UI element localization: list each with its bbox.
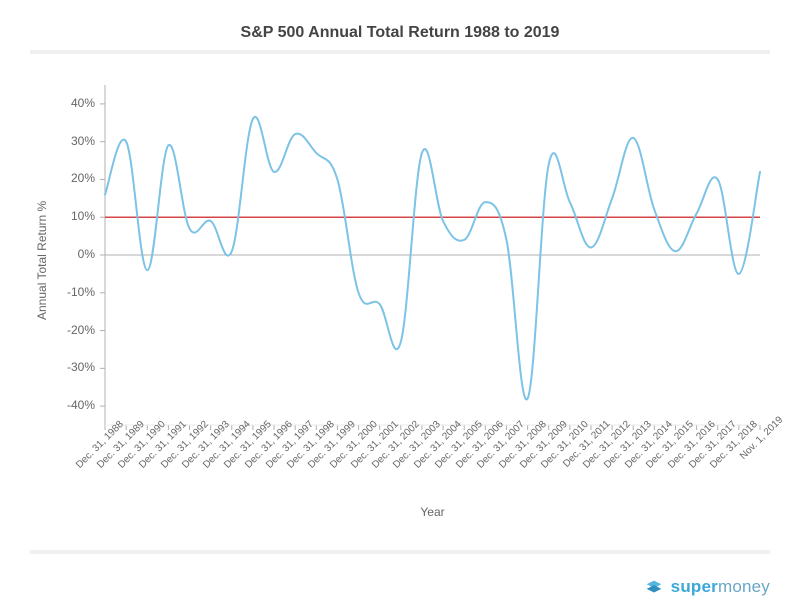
y-tick-label: 10%	[55, 209, 95, 223]
y-tick-label: 0%	[55, 247, 95, 261]
chart-container: { "title": { "text": "S&P 500 Annual Tot…	[0, 0, 800, 616]
logo-icon	[643, 576, 665, 598]
y-tick-label: -20%	[55, 323, 95, 337]
y-tick-label: 20%	[55, 171, 95, 185]
y-tick-label: -10%	[55, 285, 95, 299]
y-tick-label: 30%	[55, 134, 95, 148]
logo-text-money: money	[718, 577, 770, 596]
supermoney-logo: supermoney	[643, 576, 770, 598]
logo-text: supermoney	[671, 577, 770, 597]
y-tick-label: 40%	[55, 96, 95, 110]
y-tick-label: -30%	[55, 360, 95, 374]
y-tick-label: -40%	[55, 398, 95, 412]
line-chart	[0, 0, 800, 616]
logo-text-super: super	[671, 577, 718, 596]
